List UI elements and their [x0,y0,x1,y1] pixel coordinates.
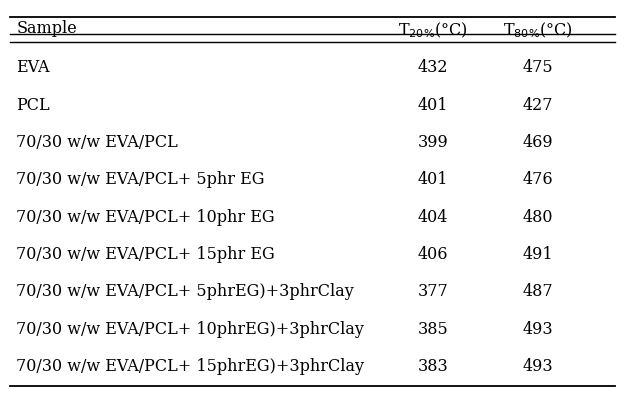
Text: 427: 427 [522,97,553,113]
Text: 70/30 w/w EVA/PCL+ 5phrEG)+3phrClay: 70/30 w/w EVA/PCL+ 5phrEG)+3phrClay [16,283,354,300]
Text: 70/30 w/w EVA/PCL+ 10phr EG: 70/30 w/w EVA/PCL+ 10phr EG [16,208,275,225]
Text: 475: 475 [522,59,553,76]
Text: PCL: PCL [16,97,50,113]
Text: 399: 399 [418,134,448,151]
Text: T$_{80\%}$(°C): T$_{80\%}$(°C) [503,20,572,40]
Text: 70/30 w/w EVA/PCL+ 10phrEG)+3phrClay: 70/30 w/w EVA/PCL+ 10phrEG)+3phrClay [16,320,364,337]
Text: 487: 487 [522,283,553,300]
Text: 377: 377 [418,283,448,300]
Text: 493: 493 [522,320,553,337]
Text: 469: 469 [522,134,553,151]
Text: 70/30 w/w EVA/PCL+ 5phr EG: 70/30 w/w EVA/PCL+ 5phr EG [16,171,265,188]
Text: 493: 493 [522,357,553,374]
Text: Sample: Sample [16,20,78,37]
Text: 70/30 w/w EVA/PCL+ 15phr EG: 70/30 w/w EVA/PCL+ 15phr EG [16,245,275,263]
Text: 406: 406 [418,245,448,263]
Text: 491: 491 [522,245,553,263]
Text: 70/30 w/w EVA/PCL+ 15phrEG)+3phrClay: 70/30 w/w EVA/PCL+ 15phrEG)+3phrClay [16,357,364,374]
Text: 404: 404 [418,208,448,225]
Text: T$_{20\%}$(°C): T$_{20\%}$(°C) [398,20,468,40]
Text: EVA: EVA [16,59,50,76]
Text: 383: 383 [418,357,448,374]
Text: 401: 401 [418,171,448,188]
Text: 476: 476 [522,171,553,188]
Text: 385: 385 [418,320,448,337]
Text: 401: 401 [418,97,448,113]
Text: 432: 432 [418,59,448,76]
Text: 480: 480 [522,208,553,225]
Text: 70/30 w/w EVA/PCL: 70/30 w/w EVA/PCL [16,134,178,151]
